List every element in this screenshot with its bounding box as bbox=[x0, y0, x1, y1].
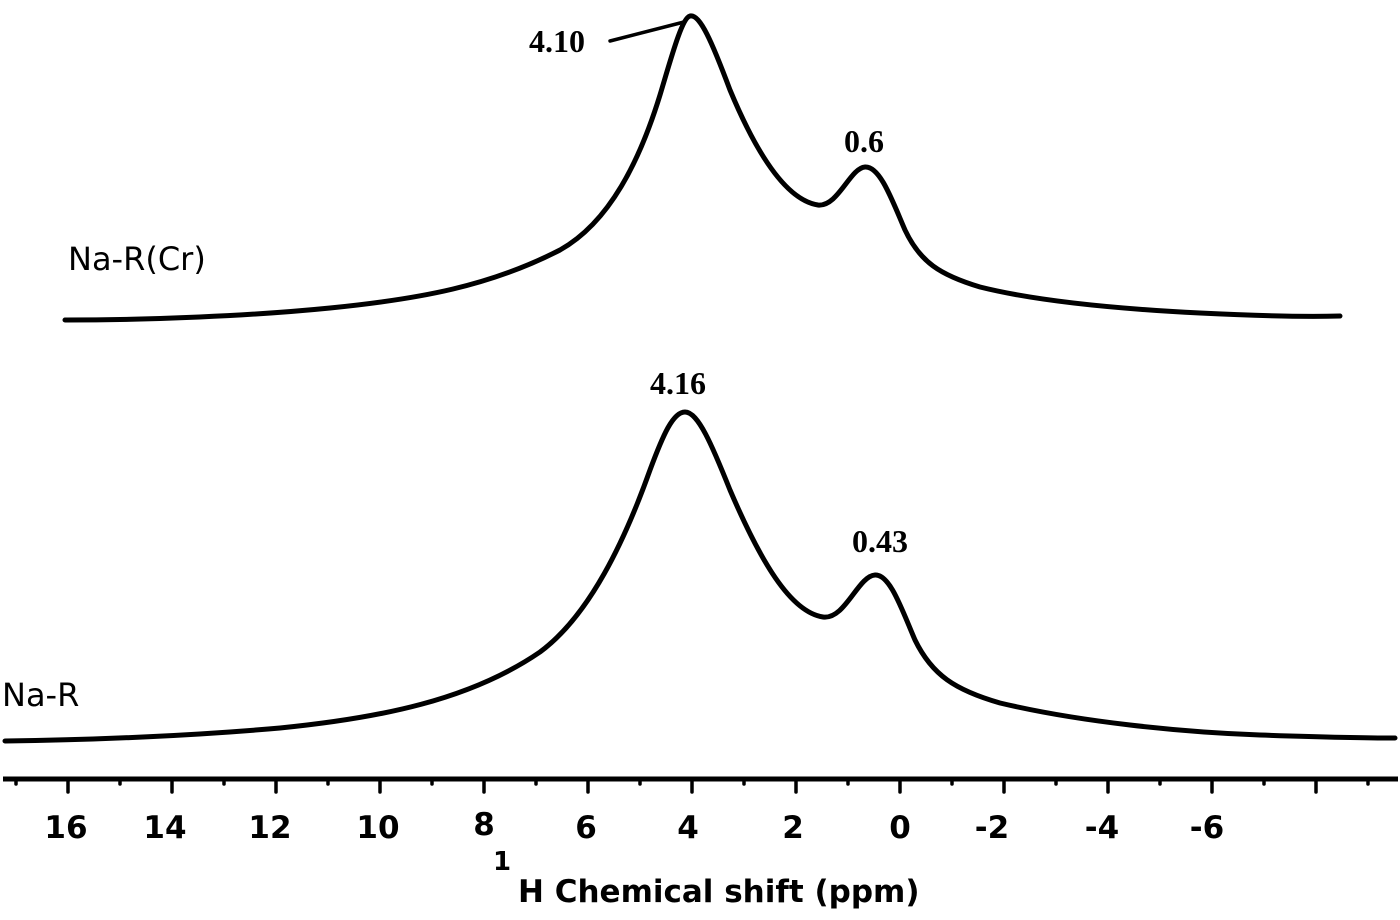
x-axis-major-ticks bbox=[66, 777, 1318, 794]
tick-label-4: 4 bbox=[677, 810, 699, 846]
tick-label-8: 8 bbox=[473, 807, 495, 843]
tick-label-2: 2 bbox=[782, 810, 804, 846]
tick-label-0: 0 bbox=[889, 810, 911, 846]
peak-label-0-43: 0.43 bbox=[852, 523, 908, 559]
x-axis-title: 1 H Chemical shift (ppm) bbox=[493, 847, 920, 910]
tick-label-minus-4: -4 bbox=[1085, 810, 1119, 846]
series-label-na-r: Na-R bbox=[2, 676, 79, 714]
x-axis: 16 14 12 10 8 6 4 2 0 -2 -4 -6 1 H Chemi… bbox=[3, 776, 1398, 910]
x-axis-tick-labels: 16 14 12 10 8 6 4 2 0 -2 -4 -6 bbox=[44, 807, 1224, 846]
tick-label-minus-6: -6 bbox=[1190, 810, 1224, 846]
spectrum-line-na-r-cr bbox=[62, 13, 1343, 323]
peak-leader-line bbox=[608, 20, 686, 43]
tick-label-10: 10 bbox=[356, 810, 399, 846]
series-label-na-r-cr: Na-R(Cr) bbox=[68, 240, 206, 278]
peak-label-4-16: 4.16 bbox=[650, 365, 706, 401]
x-axis-title-text: H Chemical shift (ppm) bbox=[518, 874, 920, 910]
x-axis-minor-ticks bbox=[14, 777, 1370, 786]
tick-label-minus-2: -2 bbox=[975, 810, 1009, 846]
series-na-r: Na-R 4.16 0.43 bbox=[2, 365, 1398, 744]
tick-label-6: 6 bbox=[575, 810, 597, 846]
x-axis-title-superscript: 1 bbox=[493, 847, 511, 877]
tick-label-14: 14 bbox=[143, 810, 186, 846]
series-na-r-cr: Na-R(Cr) 4.10 0.6 bbox=[62, 13, 1343, 323]
peak-label-4-10: 4.10 bbox=[529, 23, 585, 59]
spectrum-line-na-r bbox=[2, 409, 1398, 744]
tick-label-16: 16 bbox=[44, 810, 87, 846]
tick-label-12: 12 bbox=[248, 810, 291, 846]
peak-label-0-6: 0.6 bbox=[844, 123, 884, 159]
